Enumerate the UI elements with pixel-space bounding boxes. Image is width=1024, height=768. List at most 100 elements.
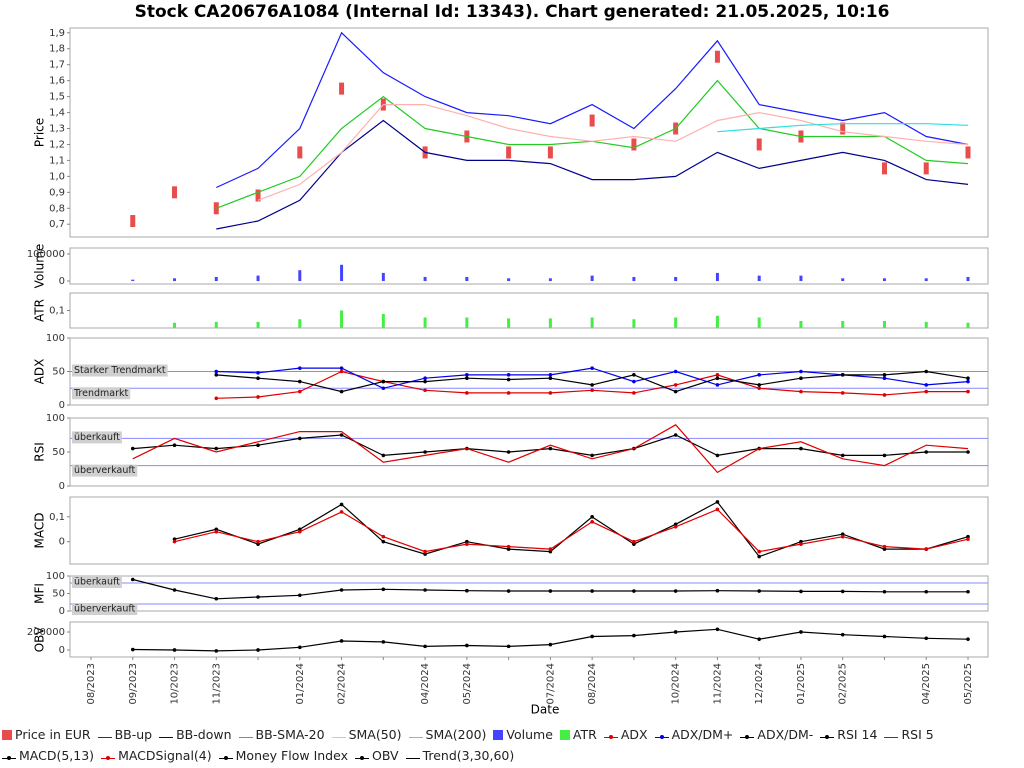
y-axis-label: Price bbox=[33, 118, 47, 147]
legend-item: ADX/DM- bbox=[740, 724, 813, 745]
legend-item: BB-up bbox=[97, 724, 152, 745]
point bbox=[840, 453, 845, 458]
legend-swatch bbox=[820, 732, 835, 739]
candle bbox=[547, 146, 553, 159]
point bbox=[757, 554, 761, 559]
point bbox=[381, 379, 386, 384]
x-tick-label: 01/2025 bbox=[796, 663, 807, 705]
point bbox=[673, 522, 678, 527]
legend-label: ADX/DM+ bbox=[671, 727, 734, 742]
point bbox=[590, 515, 594, 519]
bar bbox=[465, 276, 469, 282]
point bbox=[298, 389, 302, 394]
bar bbox=[632, 276, 636, 282]
point bbox=[799, 376, 803, 381]
bar bbox=[674, 317, 678, 328]
point bbox=[757, 549, 761, 554]
point bbox=[506, 644, 511, 649]
legend-item: BB-SMA-20 bbox=[238, 724, 325, 745]
point bbox=[256, 395, 260, 399]
point bbox=[465, 588, 469, 593]
point bbox=[673, 630, 678, 634]
point bbox=[381, 453, 386, 458]
bar bbox=[924, 278, 928, 282]
point bbox=[924, 369, 929, 374]
point bbox=[715, 453, 720, 458]
y-tick-label: 0 bbox=[59, 537, 65, 548]
point bbox=[506, 391, 511, 395]
point bbox=[381, 534, 386, 539]
chart: Stock CA20676A1084 (Internal Id: 13343).… bbox=[26, 2, 989, 717]
point bbox=[256, 443, 260, 448]
point bbox=[840, 632, 845, 637]
reference-label: überkauft bbox=[74, 577, 120, 588]
point bbox=[465, 643, 469, 648]
legend-item: MACD(5,13) bbox=[2, 745, 94, 766]
point bbox=[673, 389, 678, 394]
point bbox=[632, 633, 636, 638]
line bbox=[174, 508, 969, 553]
y-tick-label: 0 bbox=[59, 481, 65, 492]
point bbox=[757, 637, 761, 641]
legend-label: BB-down bbox=[176, 727, 232, 742]
point bbox=[172, 648, 177, 652]
legend-item: Price in EUR bbox=[2, 724, 91, 745]
legend-swatch bbox=[603, 732, 618, 739]
reference-label-bg bbox=[72, 464, 138, 477]
legend-item: RSI 14 bbox=[820, 724, 877, 745]
legend-swatch bbox=[654, 732, 669, 739]
point bbox=[298, 529, 302, 534]
point bbox=[423, 379, 427, 384]
bar bbox=[715, 315, 719, 328]
bar bbox=[799, 321, 803, 328]
x-tick-label: 05/2024 bbox=[462, 663, 473, 705]
bar bbox=[256, 275, 260, 282]
point bbox=[339, 366, 344, 370]
x-tick-label: 01/2024 bbox=[295, 663, 306, 705]
point bbox=[966, 379, 970, 384]
plot-area bbox=[69, 496, 989, 565]
point bbox=[966, 637, 970, 641]
point bbox=[256, 376, 260, 381]
point bbox=[966, 537, 970, 541]
legend-item: SMA(200) bbox=[408, 724, 486, 745]
point bbox=[339, 369, 344, 374]
bar bbox=[507, 278, 511, 282]
candle bbox=[172, 186, 178, 199]
point bbox=[966, 450, 970, 454]
point bbox=[465, 376, 469, 381]
x-tick-label: 10/2023 bbox=[170, 663, 181, 705]
point bbox=[256, 542, 260, 546]
legend-item: ADX/DM+ bbox=[654, 724, 734, 745]
point bbox=[548, 373, 553, 377]
point bbox=[256, 539, 260, 544]
bar bbox=[799, 275, 803, 282]
point bbox=[966, 389, 970, 394]
point bbox=[214, 596, 219, 601]
point bbox=[715, 500, 720, 504]
point bbox=[256, 371, 260, 375]
point bbox=[214, 373, 219, 377]
plot-area bbox=[69, 417, 989, 487]
point bbox=[840, 532, 845, 537]
x-tick-label: 02/2024 bbox=[337, 663, 348, 705]
reference-label-bg bbox=[72, 431, 122, 444]
point bbox=[590, 388, 594, 393]
legend-item: SMA(50) bbox=[331, 724, 402, 745]
legend-swatch bbox=[740, 732, 755, 739]
y-tick-label: 0,9 bbox=[49, 187, 65, 198]
point bbox=[882, 589, 887, 594]
point bbox=[548, 547, 553, 551]
y-tick-label: 1,0 bbox=[49, 171, 65, 182]
point bbox=[548, 446, 553, 451]
point bbox=[423, 376, 427, 381]
legend-swatch bbox=[2, 753, 16, 760]
point bbox=[715, 507, 720, 512]
legend-item: RSI 5 bbox=[884, 724, 934, 745]
bar bbox=[507, 318, 511, 328]
point bbox=[799, 542, 803, 546]
candle bbox=[756, 138, 762, 151]
point bbox=[214, 446, 219, 451]
x-tick-label: 09/2023 bbox=[128, 663, 139, 705]
point bbox=[339, 389, 344, 394]
